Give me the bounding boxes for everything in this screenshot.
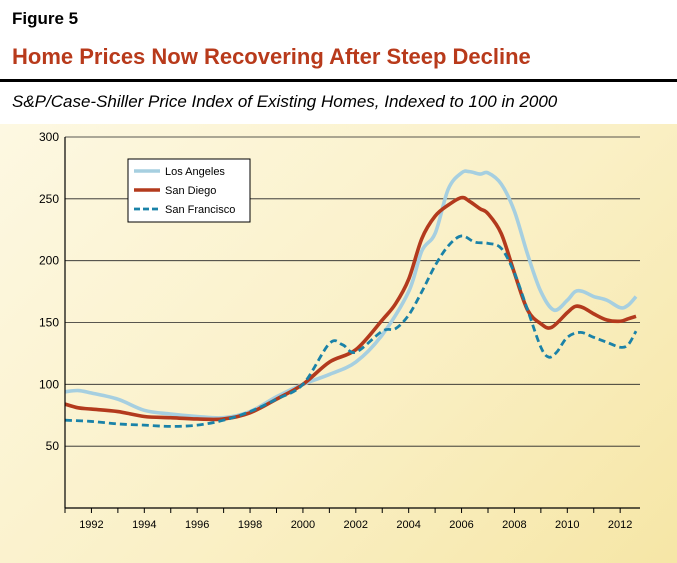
figure-label: Figure 5 xyxy=(12,9,79,28)
legend-label: San Diego xyxy=(165,185,216,197)
x-tick-label: 1994 xyxy=(132,519,156,531)
title-rule xyxy=(0,79,677,82)
series-line-los-angeles xyxy=(64,169,638,420)
figure-title: Home Prices Now Recovering After Steep D… xyxy=(12,44,531,69)
y-tick-label: 50 xyxy=(46,439,60,453)
legend: Los Angeles San Diego San Francisco xyxy=(127,158,251,223)
series-line-san-diego xyxy=(64,195,637,422)
x-tick-label: 2004 xyxy=(396,519,420,531)
y-tick-label: 200 xyxy=(39,254,59,268)
x-tick-label: 2010 xyxy=(555,519,579,531)
x-tick-label: 2006 xyxy=(449,519,473,531)
x-tick-label: 1998 xyxy=(238,519,262,531)
x-tick-label: 2000 xyxy=(291,519,315,531)
legend-label: Los Angeles xyxy=(165,166,225,178)
y-tick-label: 250 xyxy=(39,192,59,206)
x-tick-label: 1992 xyxy=(79,519,103,531)
axes: 50 100 150 200 250 300 1992 1994 1996 1998 2000 200… xyxy=(39,130,640,531)
chart-panel: 50 100 150 200 250 300 1992 1994 1996 1998 2000 200… xyxy=(0,124,677,563)
figure-subtitle: S&P/Case-Shiller Price Index of Existing… xyxy=(12,92,558,111)
series-line-san-francisco xyxy=(64,234,638,428)
x-tick-label: 1996 xyxy=(185,519,209,531)
x-tick-label: 2012 xyxy=(608,519,632,531)
y-tick-label: 300 xyxy=(39,130,59,144)
x-tick-label: 2002 xyxy=(344,519,368,531)
line-chart: 50 100 150 200 250 300 1992 1994 1996 1998 2000 200… xyxy=(39,130,640,531)
series-layer xyxy=(64,169,638,428)
x-tick-label: 2008 xyxy=(502,519,526,531)
legend-label: San Francisco xyxy=(165,204,235,216)
y-tick-label: 100 xyxy=(39,377,59,391)
y-tick-label: 150 xyxy=(39,316,59,330)
